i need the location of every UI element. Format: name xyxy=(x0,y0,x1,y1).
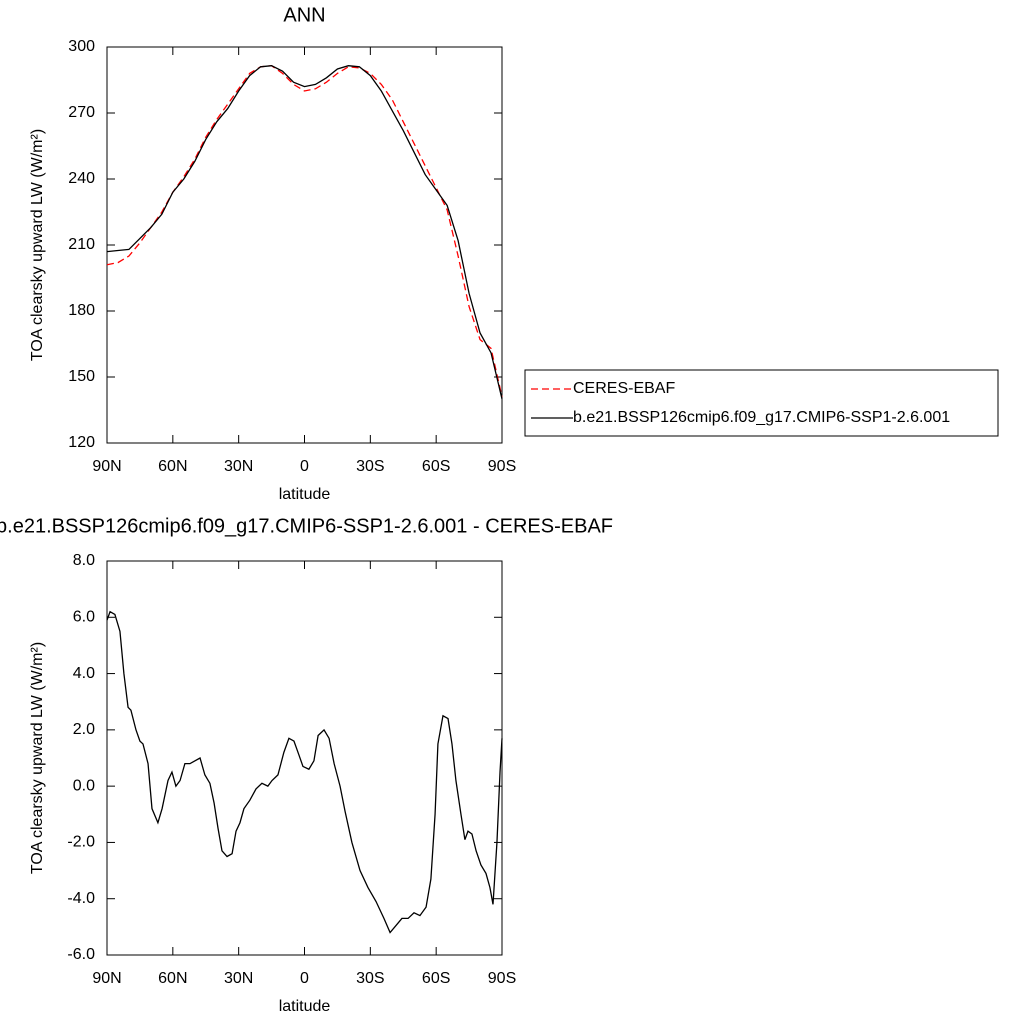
plot-frame xyxy=(106,560,503,956)
plot-frame xyxy=(106,46,503,444)
x-tick-label: 0 xyxy=(300,458,309,475)
x-tick-label: 30S xyxy=(356,970,384,987)
chart-title: ANN xyxy=(283,4,325,26)
x-tick-label: 60S xyxy=(422,970,450,987)
x-tick-label: 90N xyxy=(92,970,121,987)
x-tick-label: 60S xyxy=(422,458,450,475)
y-tick-label: 0.0 xyxy=(73,777,95,794)
legend-box xyxy=(524,369,999,437)
y-axis-label: TOA clearsky upward LW (W/m²) xyxy=(29,129,46,361)
x-tick-label: 90S xyxy=(488,458,516,475)
y-tick-label: 120 xyxy=(68,434,95,451)
chart-title: b.e21.BSSP126cmip6.f09_g17.CMIP6-SSP1-2.… xyxy=(0,515,613,537)
y-tick-label: 270 xyxy=(68,104,95,121)
y-tick-label: 4.0 xyxy=(73,665,95,682)
y-tick-label: 210 xyxy=(68,236,95,253)
x-axis-label: latitude xyxy=(279,998,331,1015)
y-tick-label: -6.0 xyxy=(67,946,95,963)
y-tick-label: 8.0 xyxy=(73,552,95,569)
data-line xyxy=(106,65,503,400)
y-tick-label: 300 xyxy=(68,38,95,55)
y-tick-label: 150 xyxy=(68,368,95,385)
y-tick-label: -2.0 xyxy=(67,834,95,851)
legend-label: CERES-EBAF xyxy=(573,380,675,397)
y-tick-label: 6.0 xyxy=(73,609,95,626)
x-tick-label: 0 xyxy=(300,970,309,987)
x-tick-label: 30S xyxy=(356,458,384,475)
y-tick-label: -4.0 xyxy=(67,890,95,907)
legend: CERES-EBAF b.e21.BSSP126cmip6.f09_g17.CMI… xyxy=(524,369,999,437)
x-tick-label: 30N xyxy=(224,970,253,987)
x-tick-label: 60N xyxy=(158,458,187,475)
x-tick-label: 30N xyxy=(224,458,253,475)
x-tick-label: 90N xyxy=(92,458,121,475)
data-line xyxy=(106,65,503,397)
data-line xyxy=(106,610,503,934)
y-tick-label: 180 xyxy=(68,302,95,319)
legend-label: b.e21.BSSP126cmip6.f09_g17.CMIP6-SSP1-2.… xyxy=(573,409,950,426)
x-tick-label: 90S xyxy=(488,970,516,987)
x-axis-label: latitude xyxy=(279,486,331,503)
y-axis-label: TOA clearsky upward LW (W/m²) xyxy=(29,642,46,874)
x-tick-label: 60N xyxy=(158,970,187,987)
y-tick-label: 240 xyxy=(68,170,95,187)
y-tick-label: 2.0 xyxy=(73,721,95,738)
